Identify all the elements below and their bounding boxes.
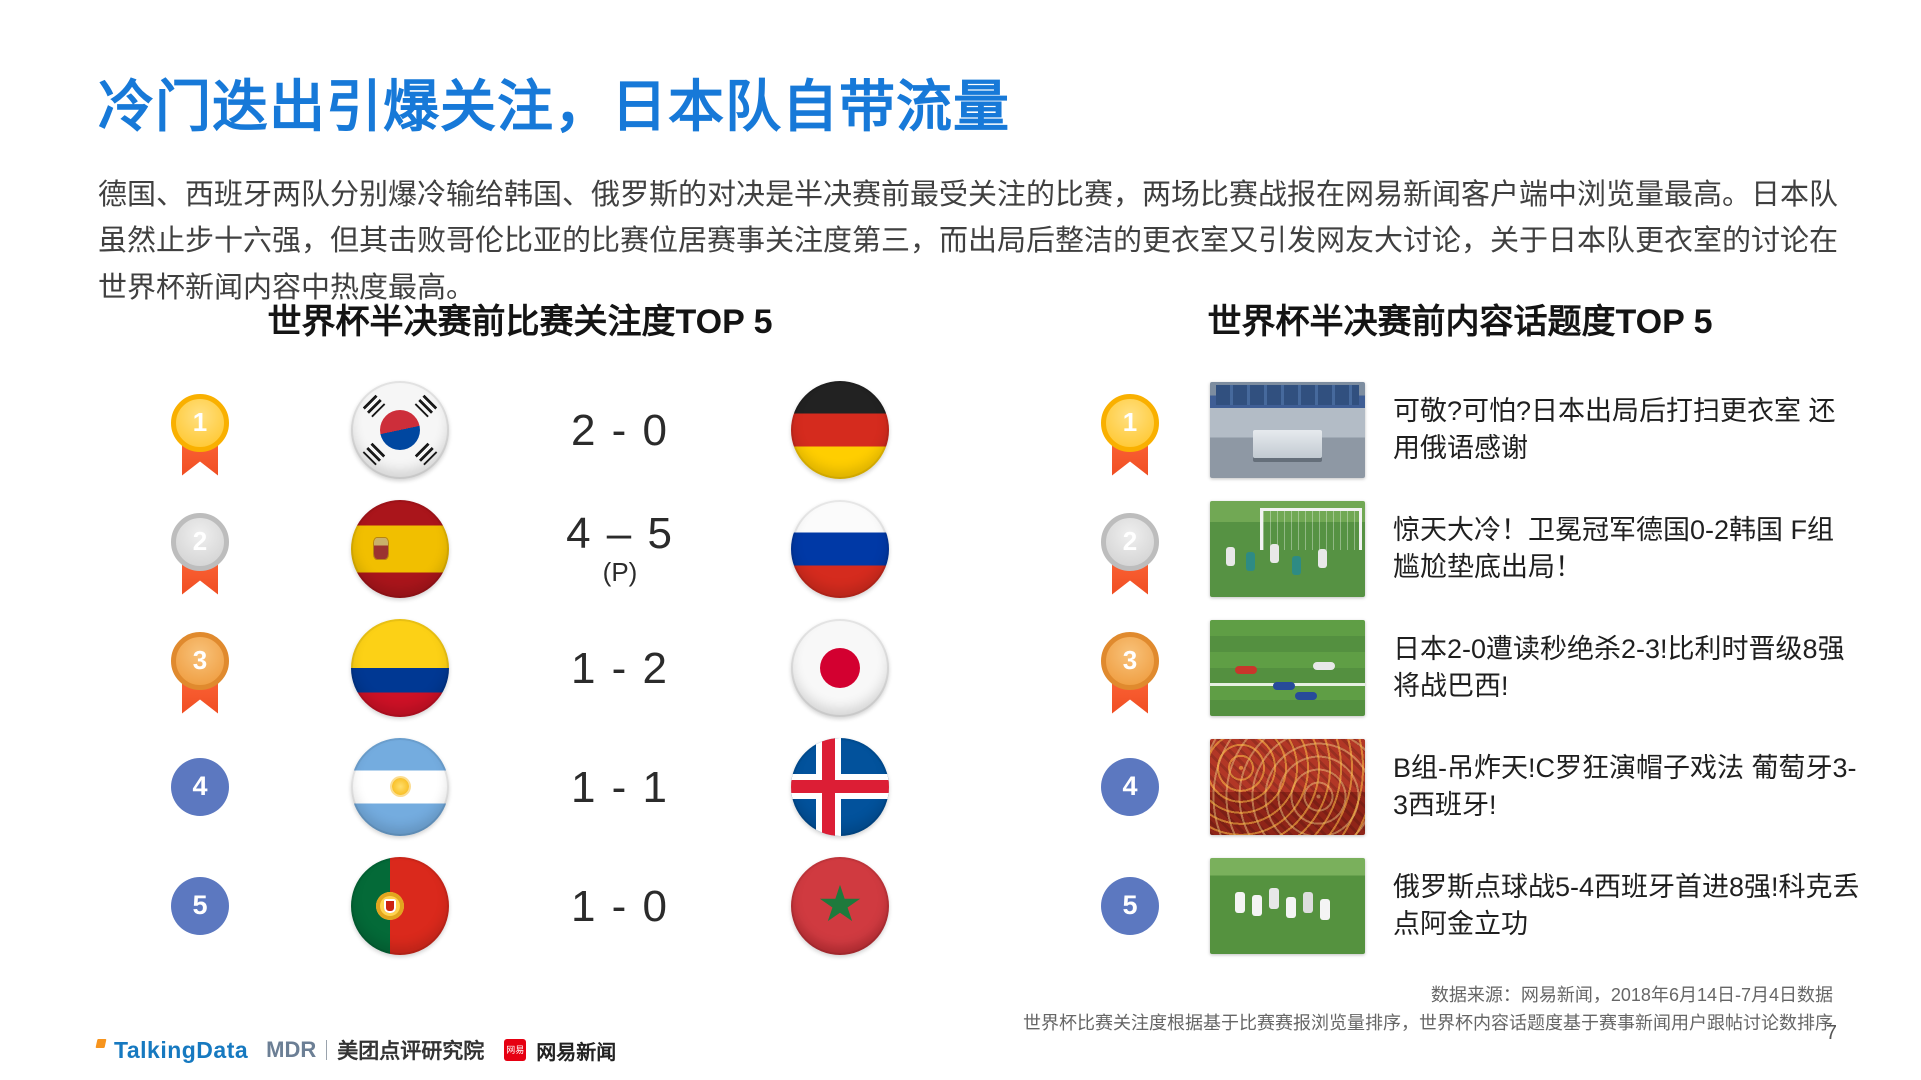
- rank-badge: 3: [171, 631, 229, 690]
- argentina-sun-icon: [391, 778, 409, 795]
- penalty-shootout-note: (P): [602, 557, 638, 587]
- rank-badge: 1: [1101, 393, 1159, 452]
- netease-news-logo: 网易新闻: [536, 1041, 617, 1064]
- news-list: 1 可敬?可怕?日本出局后打扫更衣室 还用俄语感谢: [1060, 370, 1860, 965]
- spain-crest-icon: [374, 537, 388, 559]
- news-thumbnail: [1210, 857, 1365, 954]
- news-row-2: 2 惊天大冷！卫冕冠军德国0-2韩国 F组尴尬垫底出局！: [1060, 489, 1860, 608]
- talkingdata-logo: TalkingData: [114, 1036, 249, 1063]
- rank-badge: 2: [1101, 512, 1159, 571]
- gold-medal-icon: 1: [1098, 393, 1162, 482]
- cross-bar: [791, 780, 889, 793]
- rank-badge: 5: [171, 876, 229, 935]
- rank-badge: 2: [171, 512, 229, 571]
- portugal-flag-icon: [351, 856, 449, 955]
- locker-bench: [1253, 429, 1322, 459]
- news-row-4: 4 B组-吊炸天!C罗狂演帽子戏法 葡萄牙3-3西班牙!: [1060, 727, 1860, 846]
- bronze-medal-icon: 3: [168, 631, 232, 720]
- match-score: 1 - 0: [570, 881, 670, 931]
- match-score: 1 - 1: [570, 762, 670, 812]
- intro-paragraph: 德国、西班牙两队分别爆冷输给韩国、俄罗斯的对决是半决赛前最受关注的比赛，两场比赛…: [98, 179, 1839, 304]
- news-row-3: 3 日本2-0遭读秒绝杀2-3!比利时晋级8强将战巴西!: [1060, 608, 1860, 727]
- taeguk-symbol: [380, 409, 420, 450]
- players-figures: [1234, 665, 1257, 674]
- mdr-logo: MDR: [266, 1037, 317, 1062]
- footer-logos: TalkingData MDR 美团点评研究院 网易 网易新闻: [95, 1036, 616, 1064]
- trigram-icon: [362, 394, 386, 417]
- news-headline: B组-吊炸天!C罗狂演帽子戏法 葡萄牙3-3西班牙!: [1393, 753, 1857, 820]
- portugal-emblem-icon: [376, 891, 405, 920]
- match-row-1: 1 2 - 0: [100, 370, 940, 489]
- cross-bar: [821, 737, 835, 836]
- news-thumbnail: [1210, 381, 1365, 478]
- match-attention-section: 世界杯半决赛前比赛关注度TOP 5 1: [100, 300, 940, 965]
- page-title: 冷门迭出引爆关注，日本队自带流量: [98, 75, 1010, 138]
- spain-flag-icon: [351, 499, 449, 598]
- match-score: 2 - 0: [570, 405, 670, 455]
- match-row-4: 4 1 - 1: [100, 727, 940, 846]
- gold-medal-icon: 1: [168, 393, 232, 482]
- argentina-flag-icon: [351, 737, 449, 836]
- rank-badge: 3: [1101, 631, 1159, 690]
- south-korea-flag-icon: [351, 380, 449, 479]
- page-number: 7: [1825, 1022, 1837, 1044]
- trigram-icon: [362, 442, 386, 465]
- match-list: 1 2 - 0: [100, 370, 940, 965]
- crowd-texture: [1210, 738, 1365, 835]
- meituan-dianping-institute-logo: 美团点评研究院: [337, 1040, 485, 1063]
- logo-divider: [326, 1040, 328, 1060]
- news-headline: 惊天大冷！卫冕冠军德国0-2韩国 F组尴尬垫底出局！: [1393, 515, 1835, 582]
- data-source-note: 数据来源：网易新闻，2018年6月14日-7月4日数据 世界杯比赛关注度根据基于…: [1023, 982, 1833, 1038]
- iceland-flag-icon: [791, 737, 889, 836]
- portugal-shield-icon: [384, 898, 397, 913]
- source-line-1: 数据来源：网易新闻，2018年6月14日-7月4日数据: [1430, 985, 1833, 1005]
- goal-net: [1259, 508, 1362, 550]
- source-line-2: 世界杯比赛关注度根据基于比赛赛报浏览量排序，世界杯内容话题度基于赛事新闻用户跟帖…: [1023, 1012, 1833, 1033]
- trigram-icon: [414, 394, 438, 417]
- rank-badge: 1: [171, 393, 229, 452]
- match-score: 4 – 5: [566, 509, 674, 558]
- japan-flag-icon: [791, 618, 889, 717]
- news-row-5: 5 俄罗斯点球战5-4西班牙首进8强!科克丢点阿金立功: [1060, 846, 1860, 965]
- news-thumbnail: [1210, 500, 1365, 597]
- rank-badge: 5: [1101, 876, 1159, 935]
- trigram-icon: [414, 442, 438, 465]
- news-headline: 可敬?可怕?日本出局后打扫更衣室 还用俄语感谢: [1393, 396, 1836, 463]
- players-figures: [1234, 892, 1245, 914]
- silver-medal-icon: 2: [1098, 512, 1162, 601]
- news-thumbnail: [1210, 738, 1365, 835]
- match-row-2: 2 4 – 5 (P): [100, 489, 940, 608]
- pitch-line: [1210, 682, 1365, 686]
- match-score: 1 - 2: [570, 643, 670, 693]
- match-row-3: 3 1 - 2: [100, 608, 940, 727]
- locker-cabinets: [1216, 385, 1359, 405]
- morocco-star-icon: [819, 884, 861, 922]
- news-thumbnail: [1210, 619, 1365, 716]
- netease-badge-icon: 网易: [504, 1039, 527, 1061]
- silver-medal-icon: 2: [168, 512, 232, 601]
- rank-badge: 4: [171, 757, 229, 816]
- talkingdata-mark-icon: [95, 1038, 107, 1048]
- content-topic-section: 世界杯半决赛前内容话题度TOP 5 1 可敬?可怕?日本出局: [1060, 300, 1860, 965]
- news-row-1: 1 可敬?可怕?日本出局后打扫更衣室 还用俄语感谢: [1060, 370, 1860, 489]
- russia-flag-icon: [791, 499, 889, 598]
- players-figures: [1225, 546, 1235, 566]
- news-headline: 日本2-0遭读秒绝杀2-3!比利时晋级8强将战巴西!: [1393, 634, 1845, 701]
- germany-flag-icon: [791, 380, 889, 479]
- right-section-heading: 世界杯半决赛前内容话题度TOP 5: [1207, 303, 1713, 341]
- morocco-flag-icon: [791, 856, 889, 955]
- bronze-medal-icon: 3: [1098, 631, 1162, 720]
- news-headline: 俄罗斯点球战5-4西班牙首进8强!科克丢点阿金立功: [1393, 872, 1860, 939]
- rank-badge: 4: [1101, 757, 1159, 816]
- match-row-5: 5 1 - 0: [100, 846, 940, 965]
- colombia-flag-icon: [351, 618, 449, 717]
- left-section-heading: 世界杯半决赛前比赛关注度TOP 5: [267, 303, 773, 341]
- japan-sun-icon: [820, 647, 860, 688]
